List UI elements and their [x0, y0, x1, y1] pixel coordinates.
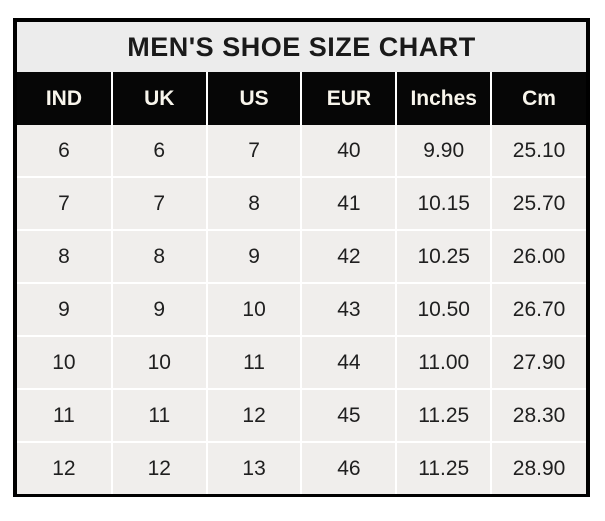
table-cell: 25.10	[490, 125, 586, 177]
table-row: 7 7 8 41 10.15 25.70	[17, 176, 586, 230]
table-cell: 42	[300, 229, 397, 283]
table-cell: 26.00	[490, 229, 586, 283]
table-header: IND UK US EUR Inches Cm	[17, 72, 586, 125]
table-cell: 26.70	[490, 282, 586, 336]
table-cell: 10	[110, 335, 207, 389]
table-cell: 41	[300, 176, 397, 230]
table-row: 6 6 7 40 9.90 25.10	[17, 125, 586, 177]
table-cell: 10.50	[395, 282, 492, 336]
table-cell: 7	[17, 176, 112, 230]
table-cell: 12	[205, 388, 302, 442]
shoe-size-chart: MEN'S SHOE SIZE CHART IND UK US EUR Inch…	[13, 18, 590, 497]
table-cell: 6	[17, 125, 112, 177]
table-cell: 11.25	[395, 388, 492, 442]
table-cell: 44	[300, 335, 397, 389]
table-cell: 7	[205, 125, 302, 177]
table-cell: 8	[205, 176, 302, 230]
table-cell: 9.90	[395, 125, 492, 177]
table-cell: 25.70	[490, 176, 586, 230]
table-cell: 45	[300, 388, 397, 442]
table-cell: 10	[205, 282, 302, 336]
table-cell: 9	[110, 282, 207, 336]
table-body: 6 6 7 40 9.90 25.10 7 7 8 41 10.15 25.70 8 8 9 42 10.25 2…	[17, 125, 586, 494]
table-cell: 7	[110, 176, 207, 230]
table-cell: 11.00	[395, 335, 492, 389]
header-row: IND UK US EUR Inches Cm	[17, 72, 586, 125]
table-row: 12 12 13 46 11.25 28.90	[17, 441, 586, 494]
table-cell: 10.15	[395, 176, 492, 230]
table-cell: 10	[17, 335, 112, 389]
table-cell: 40	[300, 125, 397, 177]
table-cell: 46	[300, 441, 397, 494]
table-cell: 28.90	[490, 441, 586, 494]
column-header-cm: Cm	[490, 72, 586, 125]
table-row: 9 9 10 43 10.50 26.70	[17, 282, 586, 336]
size-table: IND UK US EUR Inches Cm 6 6 7 40 9.90 25.10 7 7…	[17, 72, 586, 494]
table-cell: 27.90	[490, 335, 586, 389]
table-cell: 43	[300, 282, 397, 336]
table-cell: 6	[110, 125, 207, 177]
table-cell: 11	[205, 335, 302, 389]
table-cell: 8	[110, 229, 207, 283]
table-cell: 11	[110, 388, 207, 442]
column-header-inches: Inches	[395, 72, 492, 125]
table-row: 11 11 12 45 11.25 28.30	[17, 388, 586, 442]
column-header-eur: EUR	[300, 72, 397, 125]
table-cell: 11.25	[395, 441, 492, 494]
table-cell: 10.25	[395, 229, 492, 283]
table-row: 8 8 9 42 10.25 26.00	[17, 229, 586, 283]
table-cell: 9	[17, 282, 112, 336]
table-cell: 13	[205, 441, 302, 494]
table-cell: 9	[205, 229, 302, 283]
table-cell: 12	[110, 441, 207, 494]
column-header-ind: IND	[17, 72, 112, 125]
table-cell: 12	[17, 441, 112, 494]
table-cell: 28.30	[490, 388, 586, 442]
column-header-uk: UK	[110, 72, 207, 125]
chart-title: MEN'S SHOE SIZE CHART	[127, 31, 476, 62]
table-cell: 8	[17, 229, 112, 283]
column-header-us: US	[205, 72, 302, 125]
chart-title-row: MEN'S SHOE SIZE CHART	[17, 22, 586, 72]
table-row: 10 10 11 44 11.00 27.90	[17, 335, 586, 389]
table-cell: 11	[17, 388, 112, 442]
